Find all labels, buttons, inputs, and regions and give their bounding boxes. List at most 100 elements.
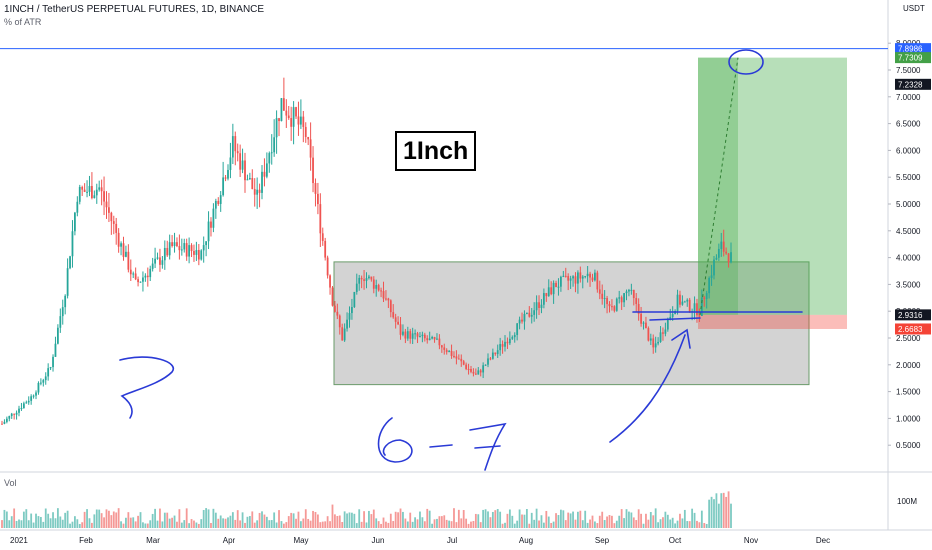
volume-bar bbox=[409, 512, 412, 528]
volume-bar bbox=[686, 521, 689, 528]
volume-bar bbox=[431, 523, 434, 528]
candle-body bbox=[173, 242, 176, 246]
price-label-box bbox=[895, 78, 931, 90]
volume-bar bbox=[448, 520, 451, 528]
candle-body bbox=[402, 331, 404, 335]
arrow-drawing bbox=[609, 328, 691, 443]
volume-bar bbox=[54, 518, 57, 528]
volume-bar bbox=[273, 512, 276, 528]
volume-bar bbox=[103, 517, 105, 528]
volume-bar bbox=[586, 522, 589, 528]
volume-bar bbox=[132, 517, 135, 528]
candle-body bbox=[193, 251, 195, 255]
candle-body bbox=[78, 187, 81, 202]
volume-bar bbox=[594, 521, 596, 528]
volume-bar bbox=[258, 512, 261, 528]
volume-bar bbox=[632, 517, 635, 528]
volume-bar bbox=[108, 510, 110, 528]
candle-body bbox=[382, 291, 385, 299]
volume-bar bbox=[443, 515, 446, 528]
annotation-title: 1Inch bbox=[395, 131, 477, 171]
volume-bar bbox=[491, 511, 494, 528]
candle-body bbox=[516, 323, 519, 335]
volume-bar bbox=[125, 517, 127, 528]
candle-body bbox=[180, 249, 183, 251]
volume-bar bbox=[248, 516, 251, 528]
volume-bar bbox=[353, 513, 356, 528]
candle-body bbox=[487, 358, 489, 365]
y-tick-label: 6.5000 bbox=[896, 120, 921, 129]
candle-body bbox=[603, 298, 606, 300]
volume-bar bbox=[365, 522, 368, 528]
candle-body bbox=[569, 278, 572, 281]
candle-body bbox=[290, 118, 293, 127]
volume-bar bbox=[545, 510, 548, 528]
volume-bar bbox=[195, 522, 198, 528]
volume-bar bbox=[343, 511, 346, 528]
volume-bar bbox=[227, 517, 229, 528]
x-tick-label: Sep bbox=[595, 536, 610, 545]
volume-bar bbox=[591, 515, 594, 528]
volume-bar bbox=[397, 512, 399, 528]
volume-bar bbox=[100, 513, 103, 528]
volume-bar bbox=[615, 520, 618, 528]
candle-body bbox=[32, 395, 35, 397]
y-tick-label: 2.0000 bbox=[896, 361, 921, 370]
volume-bar bbox=[263, 514, 266, 528]
candle-body bbox=[467, 368, 470, 370]
volume-bar bbox=[589, 519, 591, 528]
volume-bar bbox=[642, 523, 645, 528]
candle-body bbox=[671, 314, 674, 317]
volume-bar bbox=[171, 517, 173, 528]
candle-body bbox=[426, 338, 429, 341]
candle-body bbox=[530, 314, 533, 317]
candle-body bbox=[705, 293, 708, 300]
volume-bar bbox=[74, 516, 76, 528]
volume-bar bbox=[295, 518, 297, 528]
candle-body bbox=[185, 243, 188, 257]
candle-body bbox=[183, 243, 186, 250]
candle-body bbox=[555, 282, 557, 288]
volume-bar bbox=[115, 512, 118, 528]
volume-bar bbox=[98, 509, 101, 528]
volume-bar bbox=[487, 511, 489, 528]
volume-bar bbox=[662, 517, 664, 528]
target-zone bbox=[698, 57, 847, 315]
volume-bar bbox=[122, 523, 125, 528]
candle-body bbox=[3, 421, 6, 424]
volume-bar bbox=[207, 509, 210, 528]
candle-body bbox=[309, 139, 312, 158]
candle-body bbox=[601, 293, 604, 299]
candle-body bbox=[348, 313, 351, 320]
candle-body bbox=[5, 418, 8, 422]
volume-bar bbox=[377, 521, 380, 528]
candle-body bbox=[227, 169, 229, 179]
candle-body bbox=[125, 251, 127, 257]
volume-bar bbox=[569, 513, 572, 528]
candle-body bbox=[647, 328, 650, 341]
volume-bar bbox=[574, 519, 577, 528]
candle-body bbox=[299, 116, 302, 125]
candle-body bbox=[411, 333, 414, 339]
volume-bar bbox=[214, 512, 217, 528]
volume-bar bbox=[236, 510, 239, 528]
candle-body bbox=[93, 195, 96, 199]
volume-bar bbox=[299, 521, 302, 528]
candle-body bbox=[212, 208, 215, 228]
volume-bar bbox=[433, 519, 436, 528]
candle-body bbox=[324, 240, 327, 258]
volume-bar bbox=[479, 522, 482, 528]
volume-bar bbox=[445, 519, 448, 528]
candle-body bbox=[132, 273, 135, 275]
volume-bar bbox=[438, 516, 441, 528]
volume-bar bbox=[52, 512, 54, 528]
volume-bar bbox=[309, 520, 312, 528]
x-tick-label: 2021 bbox=[10, 536, 28, 545]
volume-bar bbox=[385, 521, 387, 528]
candle-body bbox=[302, 116, 305, 127]
volume-bar bbox=[355, 523, 358, 528]
candle-body bbox=[355, 283, 358, 292]
volume-bar bbox=[635, 520, 638, 528]
y-tick-label: 3.5000 bbox=[896, 280, 921, 289]
